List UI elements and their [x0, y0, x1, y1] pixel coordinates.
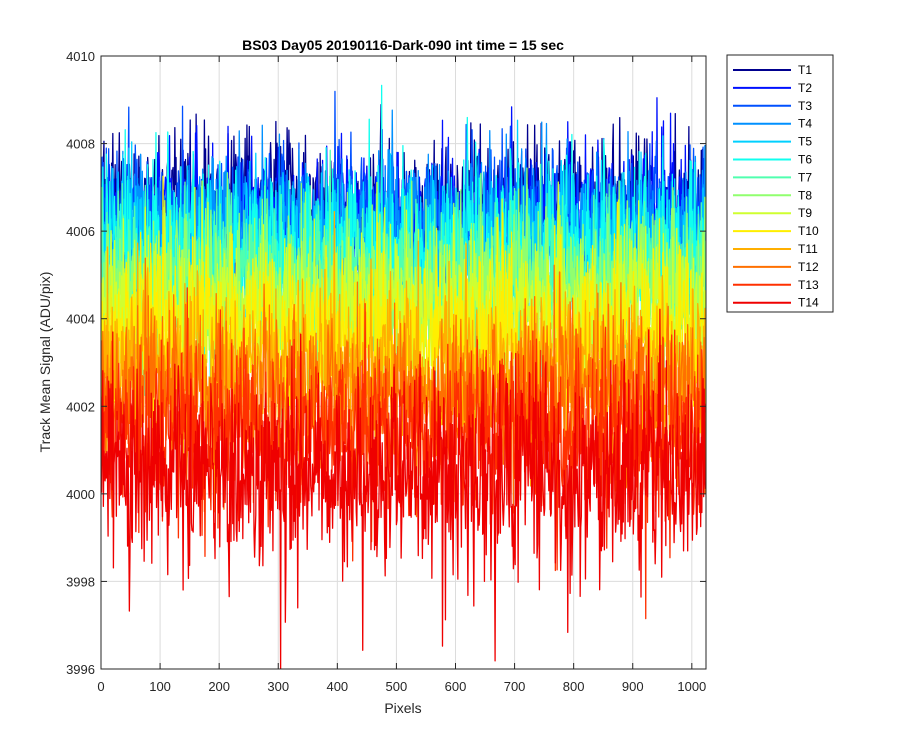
y-axis-label: Track Mean Signal (ADU/pix): [37, 272, 53, 453]
y-tick-label: 4004: [66, 312, 95, 327]
x-tick-label: 500: [386, 679, 408, 694]
legend-label-t8: T8: [798, 188, 812, 202]
legend-label-t7: T7: [798, 170, 812, 184]
x-tick-label: 0: [97, 679, 104, 694]
series-line-t14: [101, 308, 706, 669]
y-tick-label: 4006: [66, 224, 95, 239]
x-tick-label: 200: [208, 679, 230, 694]
y-tick-label: 4010: [66, 49, 95, 64]
legend-label-t12: T12: [798, 260, 819, 274]
legend-label-t2: T2: [798, 81, 812, 95]
legend-label-t6: T6: [798, 153, 812, 167]
plot-area: 0 100 200 300 400 500 600 700 800 900 1000 3996399…: [66, 49, 707, 694]
legend-label-t3: T3: [798, 99, 812, 113]
x-tick-label: 1000: [677, 679, 706, 694]
x-tick-label: 700: [504, 679, 526, 694]
legend-label-t9: T9: [798, 206, 812, 220]
y-tick-label: 4002: [66, 399, 95, 414]
plot-frame: [100, 55, 707, 670]
series-lines: [101, 84, 706, 669]
x-tick-label: 900: [622, 679, 644, 694]
legend-label-t4: T4: [798, 117, 812, 131]
legend-label-t5: T5: [798, 135, 812, 149]
y-tick-label: 3998: [66, 574, 95, 589]
legend-label-t11: T11: [798, 242, 818, 256]
x-tick-label: 800: [563, 679, 585, 694]
legend-label-t14: T14: [798, 296, 819, 310]
y-tick-label: 4000: [66, 487, 95, 502]
legend-label-t13: T13: [798, 278, 819, 292]
x-tick-label: 600: [445, 679, 467, 694]
legend-label-t10: T10: [798, 224, 819, 238]
legend-box: [726, 54, 834, 313]
x-tick-label: 100: [149, 679, 171, 694]
x-tick-label: 300: [267, 679, 289, 694]
y-tick-label: 4008: [66, 137, 95, 152]
x-tick-label: 400: [326, 679, 348, 694]
x-axis: 0 100 200 300 400 500 600 700 800 900 1000: [97, 56, 706, 694]
y-axis: 3996 3998 4000 4002 4004 4006 4008 4010: [66, 49, 706, 677]
x-axis-label: Pixels: [384, 700, 421, 716]
legend: T1 T2 T3 T4 T5 T6 T7 T8 T9 T10 T11 T12 T13 T14: [726, 54, 834, 313]
legend-label-t1: T1: [798, 63, 812, 77]
y-tick-label: 3996: [66, 662, 95, 677]
chart-title: BS03 Day05 20190116-Dark-090 int time = …: [242, 37, 564, 53]
